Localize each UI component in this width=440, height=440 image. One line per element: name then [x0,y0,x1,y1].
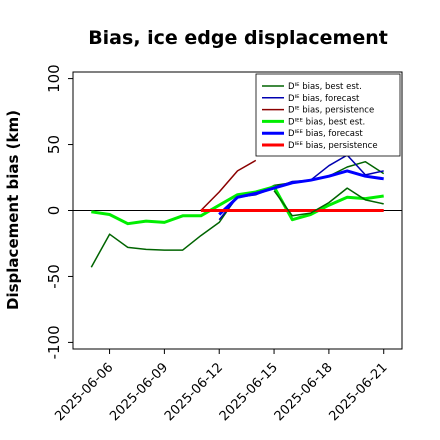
legend: Dᴵᴱ bias, best est. Dᴵᴱ bias, forecast Dᴵᴱ… [255,73,401,157]
legend-label: Dᴵᴱ bias, forecast [288,94,360,104]
x-tick-label: 2025-06-06 [52,360,116,424]
x-tick-label: 2025-06-15 [217,360,281,424]
y-tick-label: 0 [45,206,63,216]
series-line-4 [91,185,384,226]
series-line-5 [218,169,384,216]
series-line-7 [273,187,384,217]
x-tick-label: 2025-06-21 [327,360,391,424]
legend-label: Dᴵᴱᴱ bias, persistence [288,141,378,151]
y-tick-label: -50 [45,264,63,289]
legend-label: Dᴵᴱᴱ bias, best est. [288,117,365,127]
legend-label: Dᴵᴱᴱ bias, forecast [288,129,363,139]
series-layer [90,154,385,268]
x-tick-label: 2025-06-18 [272,360,336,424]
legend-label: Dᴵᴱ bias, persistence [288,106,374,116]
x-tick-label: 2025-06-12 [162,360,226,424]
series-line-1 [90,160,385,268]
y-tick-label: 50 [45,135,63,154]
x-tick-label: 2025-06-09 [107,360,171,424]
series-line-3 [200,159,257,212]
y-tick-label: 100 [45,64,63,93]
chart-title: Bias, ice edge displacement [88,27,388,49]
y-axis-label: Displacement bias (km) [4,110,22,310]
legend-box [255,73,401,157]
y-tick-label: -100 [45,325,63,359]
legend-label: Dᴵᴱ bias, best est. [288,82,362,92]
